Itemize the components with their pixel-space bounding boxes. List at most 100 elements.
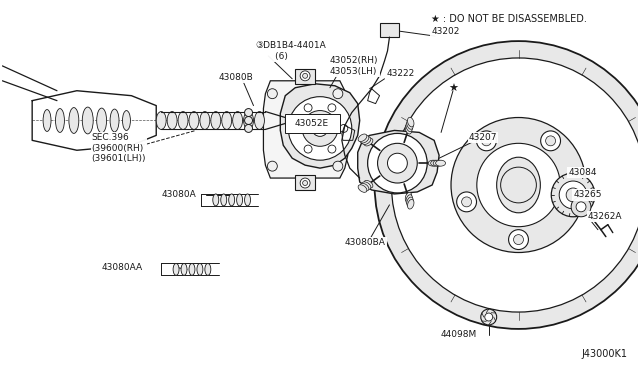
Ellipse shape xyxy=(173,263,179,275)
Ellipse shape xyxy=(406,195,412,204)
Circle shape xyxy=(328,145,336,153)
Circle shape xyxy=(378,143,417,183)
Ellipse shape xyxy=(364,138,373,146)
Circle shape xyxy=(302,110,338,146)
Ellipse shape xyxy=(360,183,369,191)
Ellipse shape xyxy=(189,263,195,275)
Text: 44098M: 44098M xyxy=(441,330,477,339)
Ellipse shape xyxy=(167,112,177,129)
Ellipse shape xyxy=(431,160,440,166)
Ellipse shape xyxy=(362,182,371,189)
Text: ★: ★ xyxy=(448,84,458,94)
Ellipse shape xyxy=(205,263,211,275)
Circle shape xyxy=(340,125,348,132)
Ellipse shape xyxy=(178,112,188,129)
Text: 43080B: 43080B xyxy=(219,73,253,82)
Text: 43080BA: 43080BA xyxy=(345,238,386,247)
Ellipse shape xyxy=(407,197,413,207)
Ellipse shape xyxy=(56,109,65,132)
Circle shape xyxy=(576,202,586,212)
Circle shape xyxy=(509,230,529,250)
Text: SEC.396
(39600(RH)
(39601(LH)): SEC.396 (39600(RH) (39601(LH)) xyxy=(92,134,146,163)
Ellipse shape xyxy=(97,108,107,133)
Ellipse shape xyxy=(405,192,412,202)
Ellipse shape xyxy=(358,185,367,192)
Ellipse shape xyxy=(237,194,243,206)
Circle shape xyxy=(268,89,277,99)
Circle shape xyxy=(374,41,640,329)
Circle shape xyxy=(300,71,310,81)
Polygon shape xyxy=(358,131,439,194)
Circle shape xyxy=(461,197,472,207)
Ellipse shape xyxy=(233,112,243,129)
Ellipse shape xyxy=(255,112,264,129)
Ellipse shape xyxy=(110,109,119,132)
Circle shape xyxy=(367,134,427,193)
Circle shape xyxy=(244,109,253,116)
Circle shape xyxy=(304,104,312,112)
Ellipse shape xyxy=(406,122,412,132)
Text: 43052(RH)
43053(LH): 43052(RH) 43053(LH) xyxy=(330,56,378,76)
Text: J43000K1: J43000K1 xyxy=(582,349,628,359)
Circle shape xyxy=(244,125,253,132)
Circle shape xyxy=(457,192,477,212)
Ellipse shape xyxy=(197,263,203,275)
Ellipse shape xyxy=(408,199,414,209)
Text: ③DB1B4-4401A
       (6): ③DB1B4-4401A (6) xyxy=(255,41,326,61)
Text: 43265: 43265 xyxy=(573,190,602,199)
Circle shape xyxy=(559,181,587,209)
Bar xyxy=(380,23,399,37)
Text: 43052E: 43052E xyxy=(295,119,329,128)
Text: 43084: 43084 xyxy=(568,168,596,177)
Ellipse shape xyxy=(405,124,412,134)
Circle shape xyxy=(288,97,352,160)
Polygon shape xyxy=(295,175,315,190)
Circle shape xyxy=(513,235,524,244)
Ellipse shape xyxy=(433,160,443,166)
Ellipse shape xyxy=(211,112,221,129)
Circle shape xyxy=(541,131,561,151)
Circle shape xyxy=(244,116,253,125)
Circle shape xyxy=(451,118,586,253)
Circle shape xyxy=(333,161,343,171)
Polygon shape xyxy=(264,81,348,178)
Text: 43080AA: 43080AA xyxy=(102,263,143,272)
Circle shape xyxy=(566,197,575,207)
Text: 43080A: 43080A xyxy=(161,190,196,199)
Ellipse shape xyxy=(122,110,131,131)
Circle shape xyxy=(484,313,493,321)
Circle shape xyxy=(571,197,591,217)
Ellipse shape xyxy=(244,194,250,206)
Text: 43262A: 43262A xyxy=(588,212,623,221)
Text: 43202: 43202 xyxy=(431,27,460,36)
Circle shape xyxy=(561,192,580,212)
Ellipse shape xyxy=(213,194,219,206)
Ellipse shape xyxy=(221,112,232,129)
Circle shape xyxy=(292,125,300,132)
Ellipse shape xyxy=(69,108,79,134)
Circle shape xyxy=(392,58,640,312)
Polygon shape xyxy=(295,69,315,84)
Ellipse shape xyxy=(156,112,166,129)
Text: 43222: 43222 xyxy=(387,69,415,78)
Circle shape xyxy=(481,309,497,325)
Ellipse shape xyxy=(358,134,367,142)
Ellipse shape xyxy=(362,137,371,144)
Circle shape xyxy=(387,153,407,173)
Ellipse shape xyxy=(364,180,373,188)
Ellipse shape xyxy=(497,157,540,213)
Ellipse shape xyxy=(83,107,93,134)
Bar xyxy=(285,113,340,134)
Text: 43207: 43207 xyxy=(469,133,497,142)
Circle shape xyxy=(300,178,310,188)
Ellipse shape xyxy=(181,263,187,275)
Circle shape xyxy=(481,136,492,146)
Circle shape xyxy=(333,89,343,99)
Ellipse shape xyxy=(407,120,413,129)
Ellipse shape xyxy=(436,160,445,166)
Ellipse shape xyxy=(43,110,51,131)
Circle shape xyxy=(551,173,595,217)
Circle shape xyxy=(328,104,336,112)
Ellipse shape xyxy=(408,117,414,127)
Circle shape xyxy=(566,188,580,202)
